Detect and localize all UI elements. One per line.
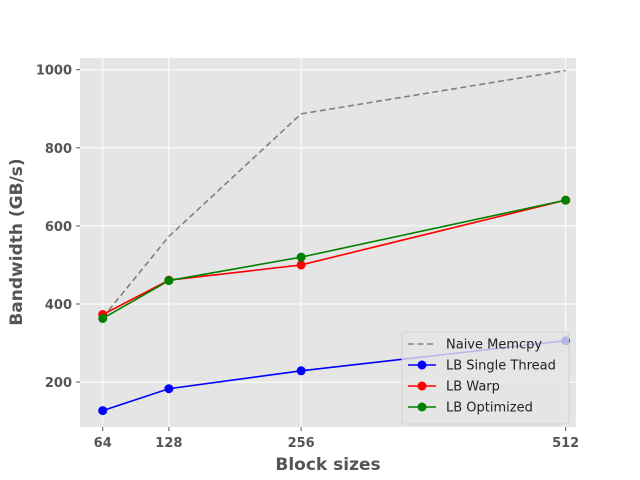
grid-lines — [80, 58, 576, 427]
data-point-lb-single-thread — [164, 384, 174, 394]
legend-label-lb-optimized: LB Optimized — [446, 401, 533, 416]
legend: Naive Memcpy LB Single Thread LB Warp LB Op… — [401, 331, 570, 425]
series-lb-optimized — [98, 195, 571, 323]
data-point-lb-optimized — [561, 195, 571, 205]
x-axis-label: Block sizes — [275, 455, 380, 475]
x-tick-label: 128 — [155, 436, 182, 451]
x-tick-label: 64 — [94, 436, 112, 451]
legend-marker-lb-single-thread — [417, 360, 427, 370]
series-naive-memcpy — [102, 69, 566, 319]
data-point-lb-optimized — [164, 276, 174, 286]
legend-label-lb-single-thread: LB Single Thread — [446, 359, 556, 374]
legend-marker-lb-warp — [417, 381, 427, 391]
data-point-lb-single-thread — [98, 406, 108, 416]
y-axis-label: Bandwidth (GB/s) — [7, 158, 27, 325]
legend-marker-lb-optimized — [417, 402, 427, 412]
series-line-lb-warp — [102, 199, 566, 316]
legend-label-naive-memcpy: Naive Memcpy — [446, 338, 542, 353]
data-point-lb-optimized — [296, 252, 306, 262]
data-point-lb-single-thread — [296, 366, 306, 376]
y-tick-label: 600 — [45, 220, 72, 235]
y-tick-label: 800 — [45, 142, 72, 157]
series-line-lb-optimized — [102, 199, 566, 320]
legend-label-lb-warp: LB Warp — [446, 380, 500, 395]
data-point-lb-warp — [296, 260, 306, 270]
data-point-lb-optimized — [98, 313, 108, 323]
x-axis-ticks: 64 128 256 512 — [94, 427, 579, 451]
y-tick-label: 400 — [45, 298, 72, 313]
y-tick-label: 200 — [45, 376, 72, 391]
series-line-naive-memcpy — [102, 69, 566, 319]
y-tick-label: 1000 — [36, 64, 72, 79]
y-axis-ticks: 200 400 600 800 1000 — [36, 64, 80, 391]
legend-box — [401, 331, 570, 425]
x-tick-label: 256 — [288, 436, 315, 451]
x-tick-label: 512 — [552, 436, 579, 451]
